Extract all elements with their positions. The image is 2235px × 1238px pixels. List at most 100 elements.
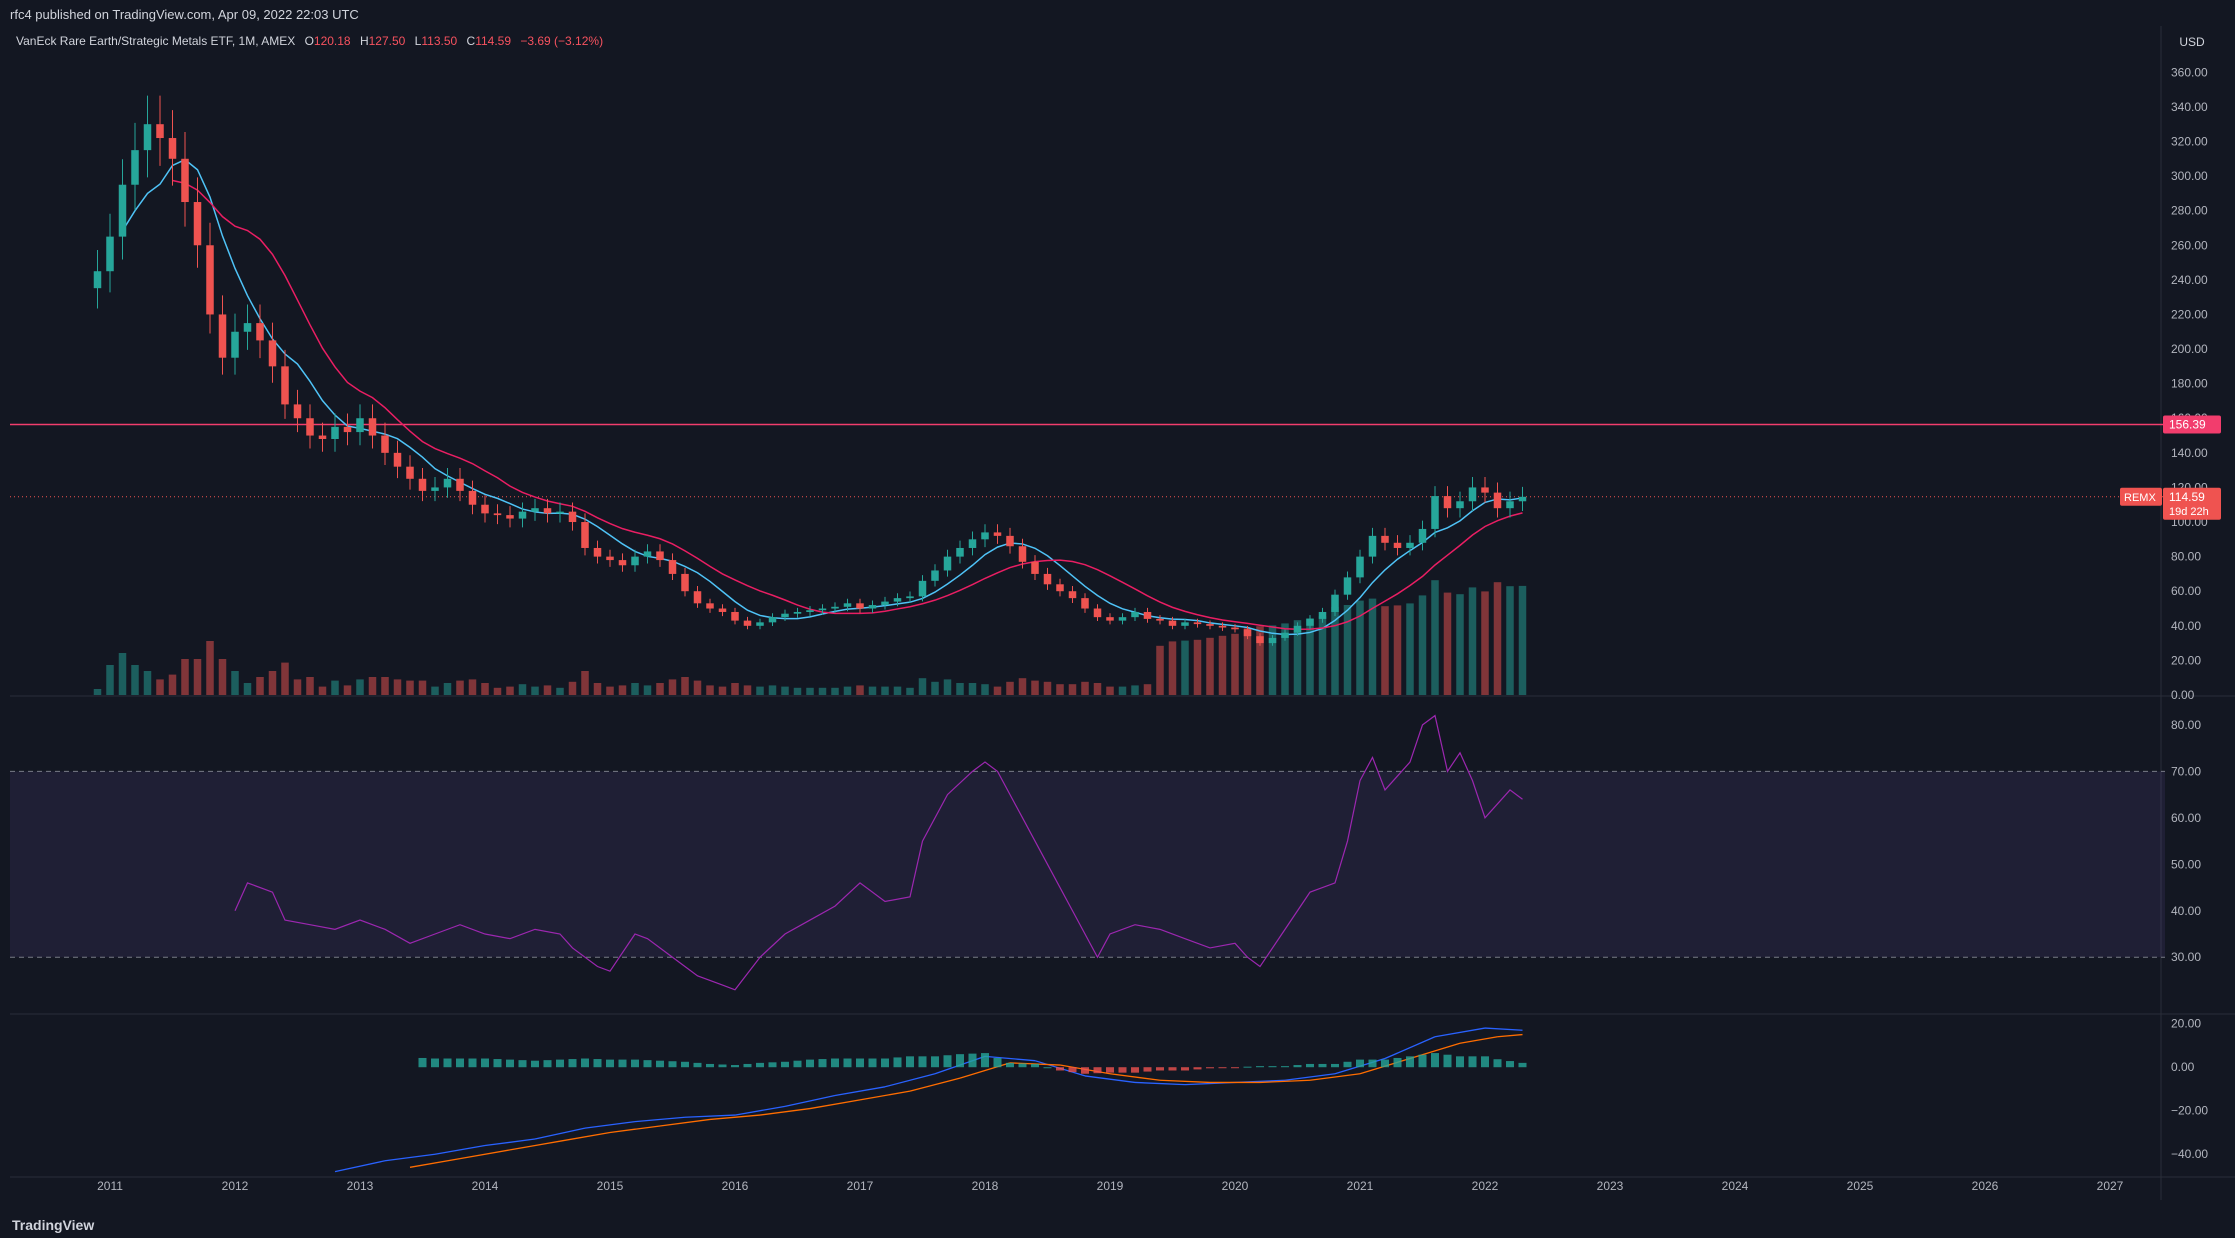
volume-bar — [643, 685, 652, 695]
volume-bar — [468, 679, 477, 695]
candle — [806, 610, 814, 612]
macd-segment — [384, 1153, 436, 1162]
candle — [981, 532, 989, 540]
volume-bar — [118, 653, 127, 695]
macd-histogram-bar — [1243, 1066, 1252, 1068]
macd-histogram-bar — [631, 1059, 639, 1068]
volume-bar — [493, 687, 502, 695]
candle — [1031, 561, 1039, 574]
macd-histogram-bar — [468, 1058, 477, 1068]
macd-histogram-bar — [1506, 1061, 1514, 1068]
volume-bar — [1356, 600, 1364, 695]
legend-open-value: 120.18 — [313, 34, 351, 48]
volume-bar — [143, 671, 152, 695]
macd-histogram-bar — [1468, 1056, 1477, 1068]
signal-segment — [509, 1140, 561, 1151]
volume-bar — [1168, 641, 1177, 695]
currency-label: USD — [2179, 35, 2205, 49]
volume-bar — [831, 687, 839, 695]
price-tick-label: 0.00 — [2171, 688, 2195, 702]
candle — [431, 487, 439, 491]
macd-segment — [884, 1073, 936, 1088]
candle — [618, 560, 627, 566]
macd-segment — [484, 1138, 536, 1147]
signal-segment — [659, 1118, 711, 1127]
volume-bar — [1056, 684, 1064, 695]
volume-bar — [706, 685, 714, 695]
macd-histogram-bar — [1056, 1067, 1064, 1071]
candle — [168, 138, 177, 159]
macd-histogram-bar — [606, 1059, 614, 1068]
volume-bar — [231, 671, 239, 695]
macd-segment — [1134, 1081, 1186, 1086]
macd-histogram-bar — [731, 1065, 739, 1068]
last-price-tag — [2163, 487, 2221, 520]
candle — [631, 556, 639, 566]
level-price-label: 156.39 — [2169, 417, 2206, 431]
macd-histogram-bar — [768, 1062, 777, 1068]
volume-bar — [656, 683, 664, 695]
macd-histogram-bar — [1006, 1062, 1014, 1068]
candle — [768, 617, 777, 623]
volume-bar — [256, 677, 264, 695]
moving-average-slow — [172, 179, 1523, 631]
volume-bar — [818, 687, 827, 695]
macd-histogram-bar — [1343, 1061, 1352, 1068]
volume-bar — [1393, 605, 1402, 695]
candle — [381, 435, 389, 453]
volume-bar — [1243, 628, 1252, 695]
candle — [1418, 528, 1427, 543]
rsi-tick-label: 30.00 — [2171, 950, 2201, 964]
price-tick-label: 20.00 — [2171, 653, 2201, 667]
macd-histogram-bar — [1143, 1067, 1152, 1072]
volume-bar — [293, 679, 302, 695]
macd-histogram-bar — [668, 1061, 677, 1068]
candle — [468, 490, 477, 505]
candle — [206, 245, 214, 315]
symbol-label: REMX — [2124, 492, 2156, 504]
candle — [1293, 625, 1302, 633]
volume-bar — [581, 671, 589, 695]
signal-segment — [1497, 1033, 1523, 1038]
macd-segment — [434, 1144, 486, 1155]
price-tick-label: 220.00 — [2171, 307, 2208, 321]
macd-histogram-bar — [543, 1060, 552, 1068]
candle — [1343, 577, 1352, 595]
candle — [718, 608, 727, 612]
candle — [1093, 608, 1102, 618]
rsi-tick-label: 40.00 — [2171, 904, 2201, 918]
candle — [493, 513, 502, 516]
legend-high-label: H — [359, 34, 369, 48]
macd-histogram-bar — [1031, 1063, 1039, 1068]
volume-bar — [218, 659, 227, 695]
macd-histogram-bar — [693, 1062, 702, 1068]
volume-bar — [206, 641, 214, 695]
volume-bar — [1443, 592, 1452, 695]
price-tick-label: 100.00 — [2171, 515, 2208, 529]
volume-bar — [731, 683, 739, 695]
macd-segment — [1084, 1075, 1136, 1084]
candle — [1493, 492, 1502, 509]
macd-histogram-bar — [756, 1062, 764, 1068]
candle — [518, 511, 527, 519]
candle — [1243, 629, 1252, 637]
candle — [281, 366, 289, 405]
candle — [881, 601, 889, 606]
macd-segment — [1234, 1079, 1286, 1084]
volume-bar — [1218, 635, 1227, 695]
volume-bar — [1331, 607, 1339, 695]
volume-bar — [781, 686, 789, 695]
price-tick-label: 160.00 — [2171, 411, 2208, 425]
volume-bar — [1306, 618, 1314, 695]
candle — [1518, 496, 1527, 502]
macd-histogram-bar — [1193, 1067, 1202, 1070]
rsi-tick-label: 50.00 — [2171, 857, 2201, 871]
candle — [781, 613, 789, 618]
volume-bar — [1456, 594, 1464, 695]
macd-histogram-bar — [906, 1056, 914, 1068]
published-text: rfc4 published on TradingView.com, Apr 0… — [10, 7, 359, 22]
candle — [793, 611, 802, 614]
volume-bar — [1418, 595, 1427, 695]
volume-bar — [856, 685, 864, 695]
